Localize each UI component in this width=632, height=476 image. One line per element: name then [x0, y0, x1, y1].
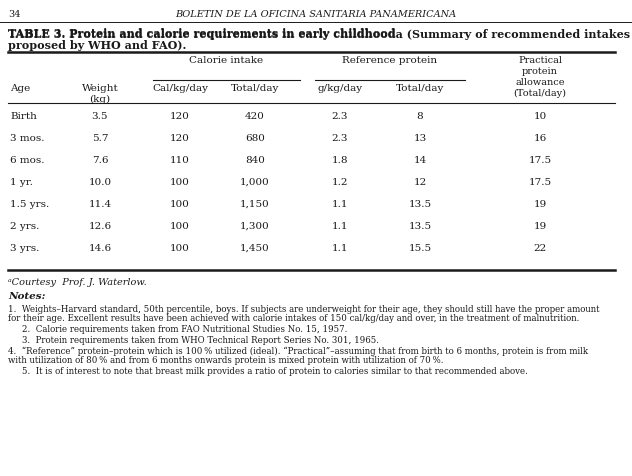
Text: 1,000: 1,000 — [240, 178, 270, 187]
Text: 5.  It is of interest to note that breast milk provides a ratio of protein to ca: 5. It is of interest to note that breast… — [22, 367, 528, 376]
Text: 7.6: 7.6 — [92, 156, 108, 165]
Text: 4.  “Reference” protein–protein which is 100 % utilized (ideal). “Practical”–ass: 4. “Reference” protein–protein which is … — [8, 347, 588, 357]
Text: proposed by WHO and FAO).: proposed by WHO and FAO). — [8, 40, 186, 51]
Text: 1.8: 1.8 — [332, 156, 348, 165]
Text: Notes:: Notes: — [8, 292, 46, 301]
Text: 5.7: 5.7 — [92, 134, 108, 143]
Text: 12.6: 12.6 — [88, 222, 112, 231]
Text: 2.  Calorie requirements taken from FAO Nutritional Studies No. 15, 1957.: 2. Calorie requirements taken from FAO N… — [22, 325, 348, 334]
Text: Total/day: Total/day — [231, 84, 279, 93]
Text: 110: 110 — [170, 156, 190, 165]
Text: 1.5 yrs.: 1.5 yrs. — [10, 200, 49, 209]
Text: Reference protein: Reference protein — [343, 56, 437, 65]
Text: 12: 12 — [413, 178, 427, 187]
Text: 1.  Weights–Harvard standard, 50th percentile, boys. If subjects are underweight: 1. Weights–Harvard standard, 50th percen… — [8, 305, 600, 314]
Text: 2.3: 2.3 — [332, 112, 348, 121]
Text: 16: 16 — [533, 134, 547, 143]
Text: 2.3: 2.3 — [332, 134, 348, 143]
Text: 22: 22 — [533, 244, 547, 253]
Text: 10.0: 10.0 — [88, 178, 112, 187]
Text: 3.  Protein requirements taken from WHO Technical Report Series No. 301, 1965.: 3. Protein requirements taken from WHO T… — [22, 336, 379, 345]
Text: 100: 100 — [170, 178, 190, 187]
Text: 100: 100 — [170, 244, 190, 253]
Text: 680: 680 — [245, 134, 265, 143]
Text: TABLE 3. Protein and calorie requirements in early childhood: TABLE 3. Protein and calorie requirement… — [8, 28, 396, 39]
Text: 17.5: 17.5 — [528, 178, 552, 187]
Text: 3.5: 3.5 — [92, 112, 108, 121]
Text: 19: 19 — [533, 200, 547, 209]
Text: 1,450: 1,450 — [240, 244, 270, 253]
Text: 34: 34 — [8, 10, 20, 19]
Text: 6 mos.: 6 mos. — [10, 156, 44, 165]
Text: ᵃCourtesy  Prof. J. Waterlow.: ᵃCourtesy Prof. J. Waterlow. — [8, 278, 147, 287]
Text: Birth: Birth — [10, 112, 37, 121]
Text: 1,300: 1,300 — [240, 222, 270, 231]
Text: 1.2: 1.2 — [332, 178, 348, 187]
Text: g/kg/day: g/kg/day — [317, 84, 363, 93]
Text: for their age. Excellent results have been achieved with calorie intakes of 150 : for their age. Excellent results have be… — [8, 314, 580, 323]
Text: 100: 100 — [170, 222, 190, 231]
Text: 17.5: 17.5 — [528, 156, 552, 165]
Text: TABLE 3. Protein and calorie requirements in early childhooda (Summary of recomm: TABLE 3. Protein and calorie requirement… — [8, 29, 630, 40]
Text: 1.1: 1.1 — [332, 200, 348, 209]
Text: BOLETIN DE LA OFICINA SANITARIA PANAMERICANA: BOLETIN DE LA OFICINA SANITARIA PANAMERI… — [176, 10, 456, 19]
Text: 840: 840 — [245, 156, 265, 165]
Text: Weight
(kg): Weight (kg) — [82, 84, 118, 104]
Text: Calorie intake: Calorie intake — [190, 56, 264, 65]
Text: 1.1: 1.1 — [332, 222, 348, 231]
Text: 11.4: 11.4 — [88, 200, 112, 209]
Text: Practical
protein
allowance
(Total/day): Practical protein allowance (Total/day) — [513, 56, 566, 99]
Text: 19: 19 — [533, 222, 547, 231]
Text: Cal/kg/day: Cal/kg/day — [152, 84, 208, 93]
Text: 13: 13 — [413, 134, 427, 143]
Text: 3 yrs.: 3 yrs. — [10, 244, 39, 253]
Text: 120: 120 — [170, 134, 190, 143]
Text: 10: 10 — [533, 112, 547, 121]
Text: 8: 8 — [416, 112, 423, 121]
Text: 100: 100 — [170, 200, 190, 209]
Text: with utilization of 80 % and from 6 months onwards protein is mixed protein with: with utilization of 80 % and from 6 mont… — [8, 356, 444, 365]
Text: 14.6: 14.6 — [88, 244, 112, 253]
Text: 1 yr.: 1 yr. — [10, 178, 33, 187]
Text: 15.5: 15.5 — [408, 244, 432, 253]
Text: 14: 14 — [413, 156, 427, 165]
Text: Age: Age — [10, 84, 30, 93]
Text: 13.5: 13.5 — [408, 222, 432, 231]
Text: 120: 120 — [170, 112, 190, 121]
Text: 13.5: 13.5 — [408, 200, 432, 209]
Text: 420: 420 — [245, 112, 265, 121]
Text: Total/day: Total/day — [396, 84, 444, 93]
Text: 2 yrs.: 2 yrs. — [10, 222, 39, 231]
Text: 1.1: 1.1 — [332, 244, 348, 253]
Text: 3 mos.: 3 mos. — [10, 134, 44, 143]
Text: 1,150: 1,150 — [240, 200, 270, 209]
